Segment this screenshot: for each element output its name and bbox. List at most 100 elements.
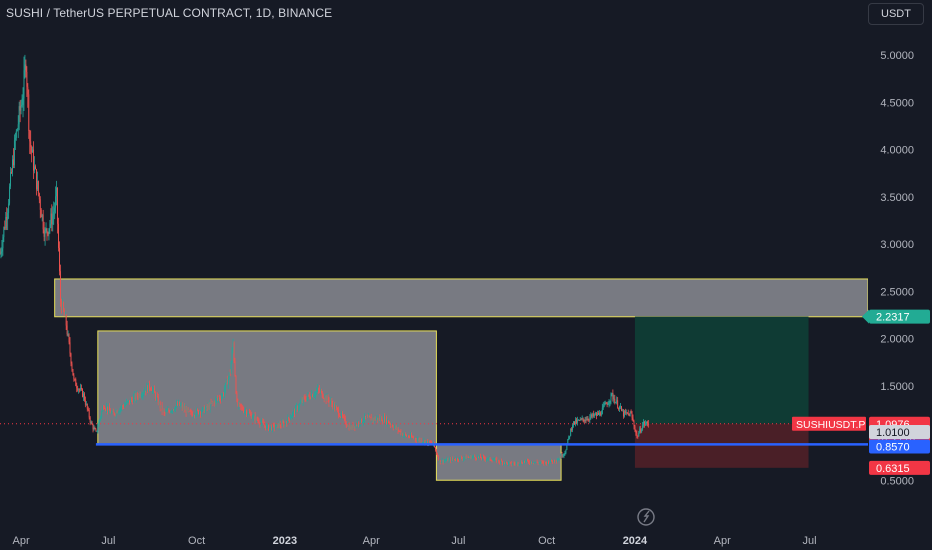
candle-body bbox=[378, 417, 380, 421]
candle-body bbox=[279, 423, 281, 426]
candle-body bbox=[568, 436, 570, 439]
candle-body bbox=[464, 455, 466, 458]
price-label-1.0100[interactable] bbox=[869, 425, 930, 440]
candle-body bbox=[18, 106, 20, 125]
candle-body bbox=[104, 408, 105, 410]
candle-body bbox=[393, 426, 395, 429]
candle-body bbox=[627, 413, 629, 415]
candle-body bbox=[366, 416, 368, 418]
zone-box-1[interactable] bbox=[54, 278, 869, 318]
candle-body bbox=[102, 407, 104, 412]
candle-body bbox=[168, 409, 170, 412]
candle-body bbox=[370, 417, 372, 421]
candle-body bbox=[380, 417, 382, 420]
candle-body bbox=[128, 400, 129, 402]
candle-body bbox=[244, 411, 246, 413]
currency-button[interactable]: USDT bbox=[868, 3, 924, 25]
candle-body bbox=[297, 407, 299, 410]
candle-body bbox=[195, 414, 197, 416]
candle-body bbox=[20, 105, 22, 111]
candle-body bbox=[32, 149, 34, 153]
candle-body bbox=[472, 456, 474, 458]
candle-body bbox=[308, 394, 310, 396]
candle-body bbox=[459, 457, 461, 459]
candle-body bbox=[209, 402, 211, 409]
candle-body bbox=[320, 390, 322, 392]
candle-body bbox=[256, 417, 258, 421]
candle-body bbox=[562, 455, 564, 457]
candle-body bbox=[455, 460, 457, 461]
candle-body bbox=[574, 421, 575, 425]
tradingview-logo-icon[interactable] bbox=[637, 508, 655, 526]
candle-body bbox=[251, 417, 253, 419]
candle-body bbox=[612, 392, 614, 400]
candle-body bbox=[212, 402, 214, 403]
candle-body bbox=[202, 406, 204, 408]
candle-body bbox=[442, 459, 444, 463]
candle-body bbox=[305, 399, 307, 401]
candle-body bbox=[599, 412, 601, 415]
candle-body bbox=[85, 403, 87, 405]
candle-body bbox=[351, 424, 353, 429]
candle-body bbox=[164, 412, 166, 414]
candle-body bbox=[135, 393, 137, 400]
candle-body bbox=[427, 440, 429, 445]
candle-body bbox=[553, 460, 555, 462]
candle-body bbox=[473, 455, 475, 457]
candle-body bbox=[626, 412, 628, 414]
candle-body bbox=[530, 461, 532, 464]
candle-body bbox=[78, 389, 80, 391]
candle-body bbox=[149, 383, 151, 389]
candle-body bbox=[84, 400, 86, 405]
candle-body bbox=[270, 426, 271, 428]
candle-body bbox=[216, 398, 218, 400]
candle-body bbox=[474, 455, 476, 458]
symbol-tag[interactable] bbox=[792, 416, 866, 431]
candle-body bbox=[356, 424, 358, 426]
candle-body bbox=[362, 422, 363, 423]
candle-body bbox=[82, 393, 84, 397]
candle-body bbox=[387, 420, 389, 424]
candle-body bbox=[253, 415, 255, 417]
candle-body bbox=[611, 392, 613, 394]
candle-body bbox=[467, 457, 469, 458]
candle-body bbox=[248, 412, 250, 414]
candle-body bbox=[522, 463, 524, 465]
candle-body bbox=[22, 98, 24, 105]
candle-body bbox=[577, 419, 579, 421]
candle-body bbox=[476, 458, 478, 460]
candle-body bbox=[616, 400, 618, 403]
candle-body bbox=[521, 461, 523, 464]
price-label-0.8570[interactable] bbox=[869, 439, 930, 454]
candle-body bbox=[5, 216, 7, 229]
candle-body bbox=[258, 420, 260, 424]
candle-body bbox=[200, 411, 202, 415]
candle-body bbox=[330, 400, 332, 402]
candle-body bbox=[528, 462, 530, 464]
chart-zones bbox=[54, 278, 869, 481]
candle-body bbox=[638, 432, 640, 437]
candle-body bbox=[590, 414, 592, 417]
candle-body bbox=[614, 398, 616, 404]
position-profit-zone[interactable] bbox=[634, 316, 809, 424]
candle-body bbox=[539, 462, 541, 464]
position-loss-zone[interactable] bbox=[634, 423, 809, 468]
candle-body bbox=[510, 462, 512, 465]
candle-body bbox=[555, 461, 557, 463]
candle-body bbox=[359, 424, 361, 426]
candle-body bbox=[53, 211, 55, 216]
price-label-2.2317[interactable] bbox=[869, 309, 930, 324]
candle-series bbox=[0, 54, 649, 467]
candle-body bbox=[333, 403, 335, 408]
candle-body bbox=[478, 456, 480, 458]
candle-body bbox=[560, 454, 562, 458]
candle-body bbox=[643, 421, 645, 426]
price-label-0.6315[interactable] bbox=[869, 460, 930, 475]
candle-body bbox=[396, 427, 398, 429]
candle-body bbox=[601, 407, 603, 415]
candle-body bbox=[532, 463, 534, 464]
candle-body bbox=[566, 444, 568, 450]
candle-body bbox=[303, 397, 305, 398]
candle-body bbox=[107, 406, 109, 412]
